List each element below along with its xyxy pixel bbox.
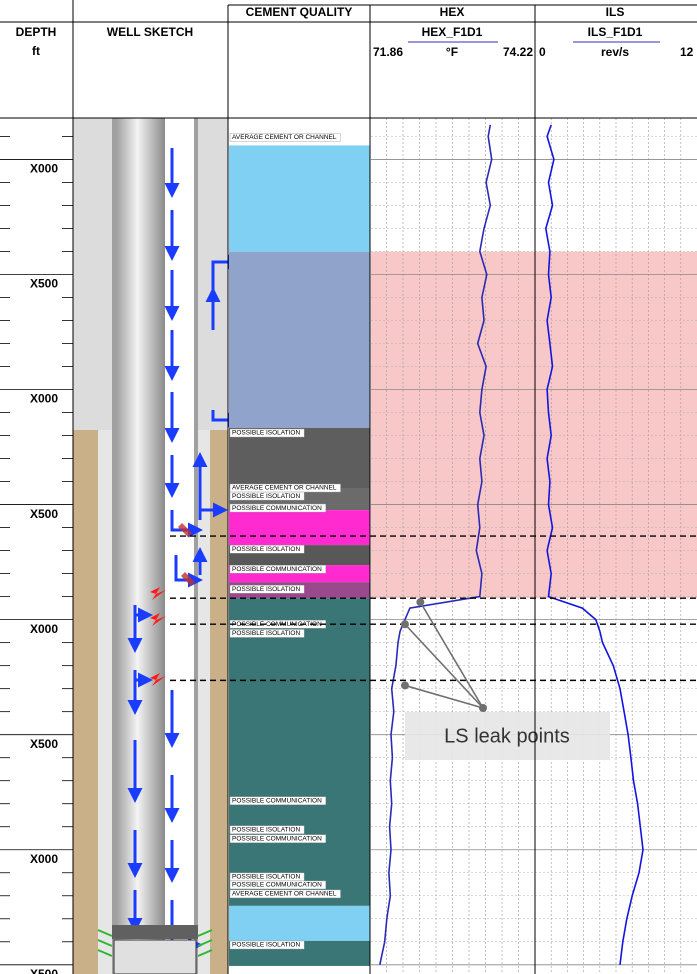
scale-max: 12	[680, 45, 694, 59]
track-title: HEX	[440, 5, 465, 19]
zone-label: POSSIBLE ISOLATION	[232, 546, 300, 553]
backgrounds	[229, 145, 697, 966]
label-box	[229, 940, 305, 950]
depth-label: X000	[30, 392, 58, 406]
depth-title: DEPTH	[16, 25, 57, 39]
scale-unit: °F	[446, 45, 458, 59]
zone-label: POSSIBLE COMMUNICATION	[232, 621, 322, 628]
zone-label: POSSIBLE COMMUNICATION	[232, 835, 322, 842]
zone-label: POSSIBLE ISOLATION	[232, 942, 300, 949]
scale-min: 0	[539, 45, 546, 59]
zone-label: POSSIBLE ISOLATION	[232, 826, 300, 833]
depth-label: X500	[30, 737, 58, 751]
cement-zone	[229, 251, 370, 428]
cement-zone	[229, 510, 370, 546]
depth-label: X500	[30, 277, 58, 291]
zone-label: POSSIBLE ISOLATION	[232, 874, 300, 881]
log-curve	[379, 124, 493, 965]
label-box	[229, 545, 305, 554]
track-title: ILS	[606, 5, 625, 19]
well-sketch	[73, 118, 243, 974]
zone-label: AVERAGE CEMENT OR CHANNEL	[232, 134, 337, 141]
zone-label: POSSIBLE COMMUNICATION	[232, 797, 322, 804]
annotation-box	[405, 712, 610, 760]
zone-label: POSSIBLE ISOLATION	[232, 493, 300, 500]
zone-label: POSSIBLE ISOLATION	[232, 586, 300, 593]
label-box	[229, 796, 327, 805]
cement-zone	[229, 145, 370, 252]
cement-zone	[229, 598, 370, 906]
leak-point	[416, 598, 425, 607]
depth-unit: ft	[32, 44, 40, 58]
depth-label: X500	[30, 507, 58, 521]
label-box	[229, 880, 327, 890]
zone-label: POSSIBLE ISOLATION	[232, 630, 300, 637]
zone-label: POSSIBLE COMMUNICATION	[232, 505, 322, 512]
cement-zone	[229, 905, 370, 941]
shaded-interval	[371, 251, 697, 599]
curve-name: HEX_F1D1	[422, 25, 483, 39]
log-curve	[544, 124, 644, 965]
cement-title: CEMENT QUALITY	[246, 5, 353, 19]
label-box	[229, 629, 305, 638]
depth-label: X000	[30, 852, 58, 866]
label-box	[229, 889, 341, 899]
leak-point	[400, 681, 409, 690]
foreground: X000 X500 X000 X500 X000 X500 X000 X500 AVERAGE …	[30, 133, 697, 974]
label-box	[229, 825, 305, 834]
sketch-title: WELL SKETCH	[107, 25, 193, 39]
label-box	[229, 585, 305, 594]
zone-label: AVERAGE CEMENT OR CHANNEL	[232, 485, 337, 492]
label-box	[229, 133, 341, 142]
leader-hub	[479, 704, 487, 712]
label-box	[229, 565, 327, 574]
scale-max: 74.22	[503, 45, 533, 59]
depth-label: X500	[30, 967, 58, 974]
depth-label: X000	[30, 162, 58, 176]
label-box	[229, 491, 305, 501]
zone-label: AVERAGE CEMENT OR CHANNEL	[232, 891, 337, 898]
scale-min: 71.86	[373, 45, 403, 59]
scale-unit: rev/s	[601, 45, 629, 59]
label-box	[229, 503, 327, 513]
annotation-text: LS leak points	[444, 725, 570, 747]
leader-line	[404, 623, 484, 709]
label-box	[229, 834, 327, 843]
leader-line	[404, 684, 484, 709]
curves	[379, 124, 644, 965]
zone-label: POSSIBLE ISOLATION	[232, 430, 300, 437]
leak-point	[400, 620, 409, 629]
cement-zone	[229, 427, 370, 489]
zone-label: POSSIBLE COMMUNICATION	[232, 882, 322, 889]
curve-name: ILS_F1D1	[588, 25, 643, 39]
grid	[0, 118, 697, 974]
zone-label: POSSIBLE COMMUNICATION	[232, 566, 322, 573]
label-box	[229, 428, 305, 438]
depth-label: X000	[30, 622, 58, 636]
leader-line	[419, 601, 484, 709]
